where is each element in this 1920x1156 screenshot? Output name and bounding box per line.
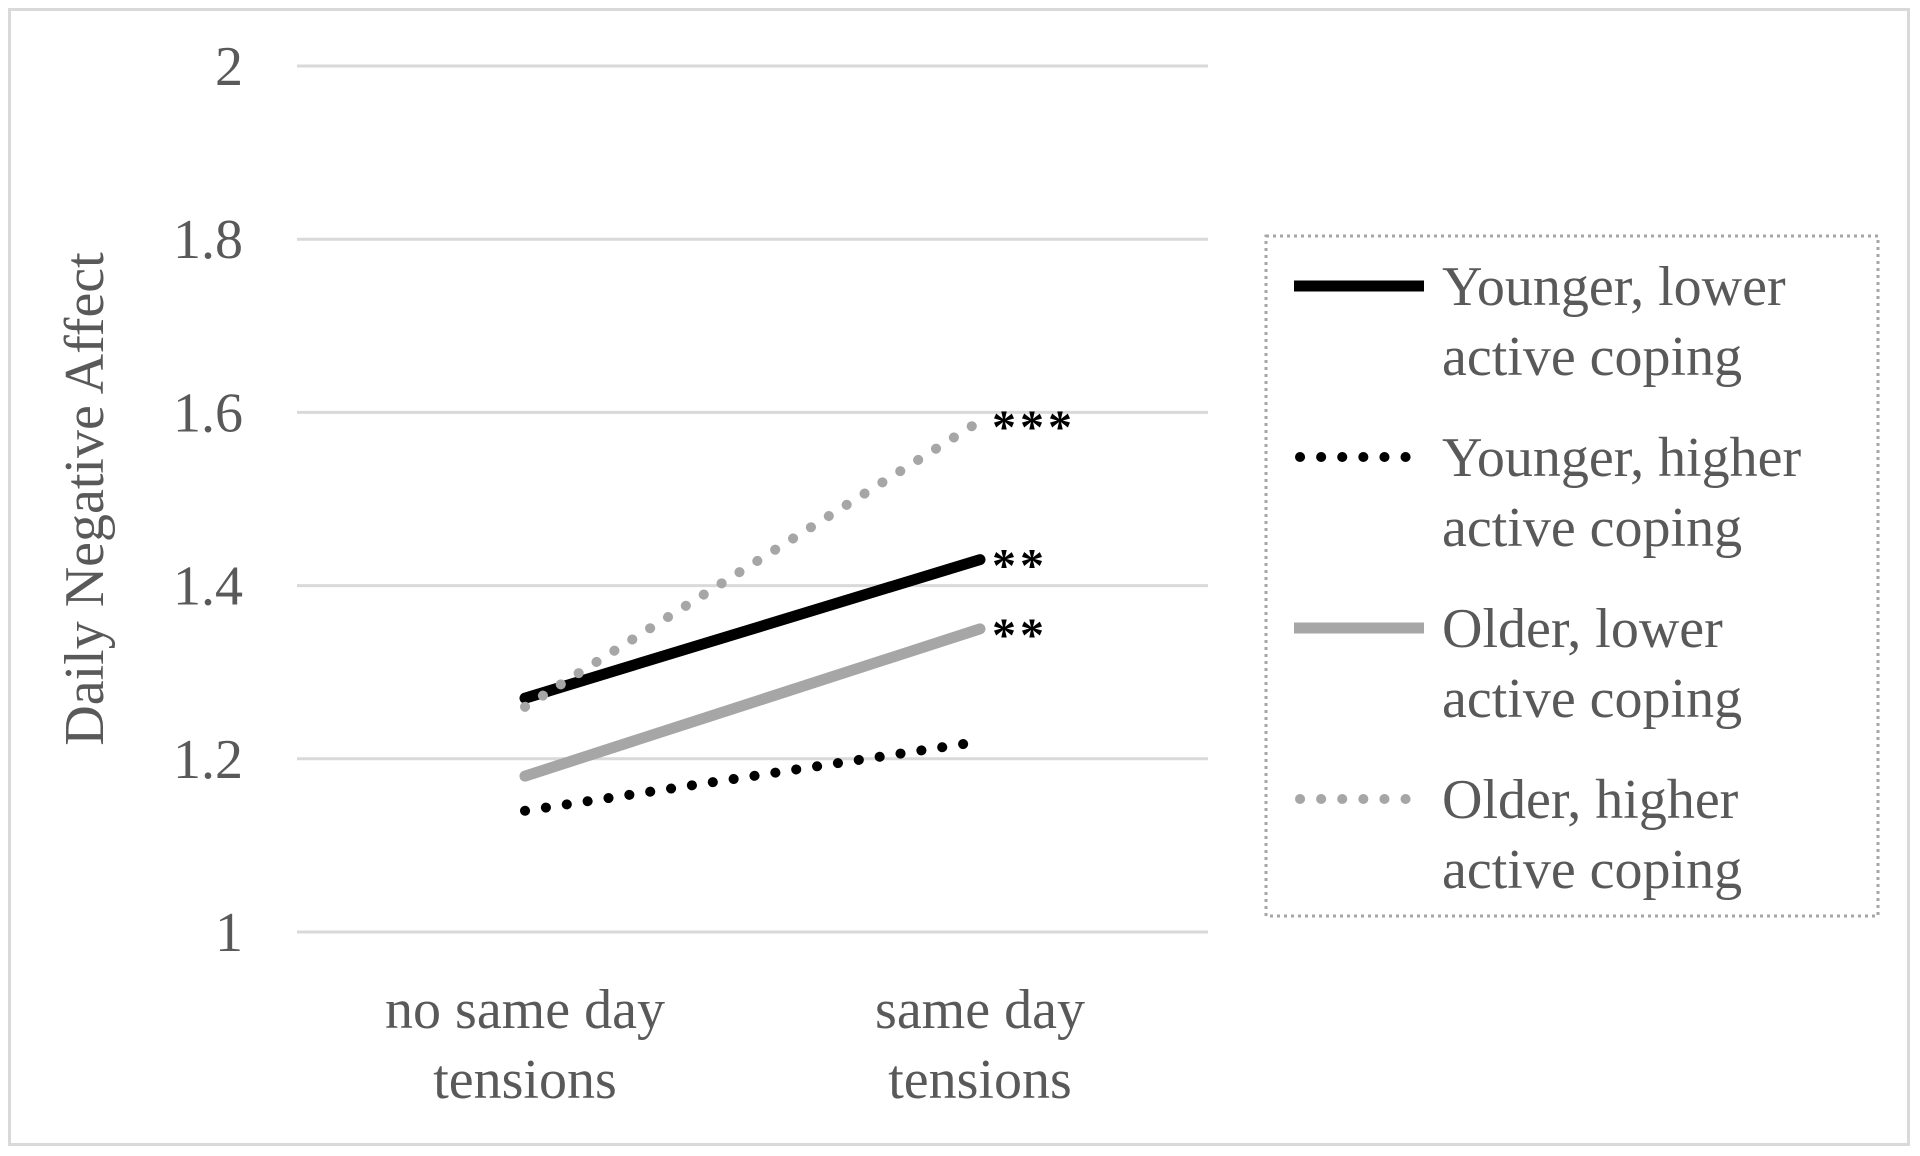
x-category-label: no same day [385,979,665,1041]
legend-label: active coping [1442,839,1742,901]
y-tick-label: 1.8 [173,209,243,271]
y-tick-label: 1.2 [173,729,243,791]
significance-labels: ******* [992,401,1076,662]
x-category-label: tensions [433,1049,617,1111]
series-line [519,554,986,704]
legend-label: Older, lower [1442,598,1723,660]
y-axis-title: Daily Negative Affect [54,252,116,746]
series-line [520,736,985,816]
series-line [519,623,986,782]
gridlines [297,64,1208,934]
chart-frame [8,8,1910,1146]
x-category-labels: no same day tensions same day tensions [385,979,1085,1111]
significance-label: ** [992,540,1048,593]
legend-items: Younger, lower active coping Younger, high… [1294,256,1802,901]
legend-label: active coping [1442,497,1742,559]
significance-label: ** [992,609,1048,662]
legend-label: Older, higher [1442,769,1739,831]
y-tick-label: 1 [215,902,243,964]
legend-label: active coping [1442,668,1742,730]
legend-label: Younger, higher [1442,427,1802,489]
legend-box [1264,234,1880,918]
series-lines [519,416,986,816]
legend: Younger, lower active coping Younger, high… [1264,234,1880,918]
significance-label: *** [992,401,1076,454]
x-category-label: same day [875,979,1085,1041]
x-category-label: tensions [888,1049,1072,1111]
y-tick-label: 1.4 [173,556,243,618]
legend-label: active coping [1442,326,1742,388]
y-tick-label: 1.6 [173,382,243,444]
series-line [520,416,985,712]
legend-label: Younger, lower [1442,256,1786,318]
y-tick-labels: 1 1.2 1.4 1.6 1.8 2 [173,36,243,964]
y-tick-label: 2 [215,36,243,98]
